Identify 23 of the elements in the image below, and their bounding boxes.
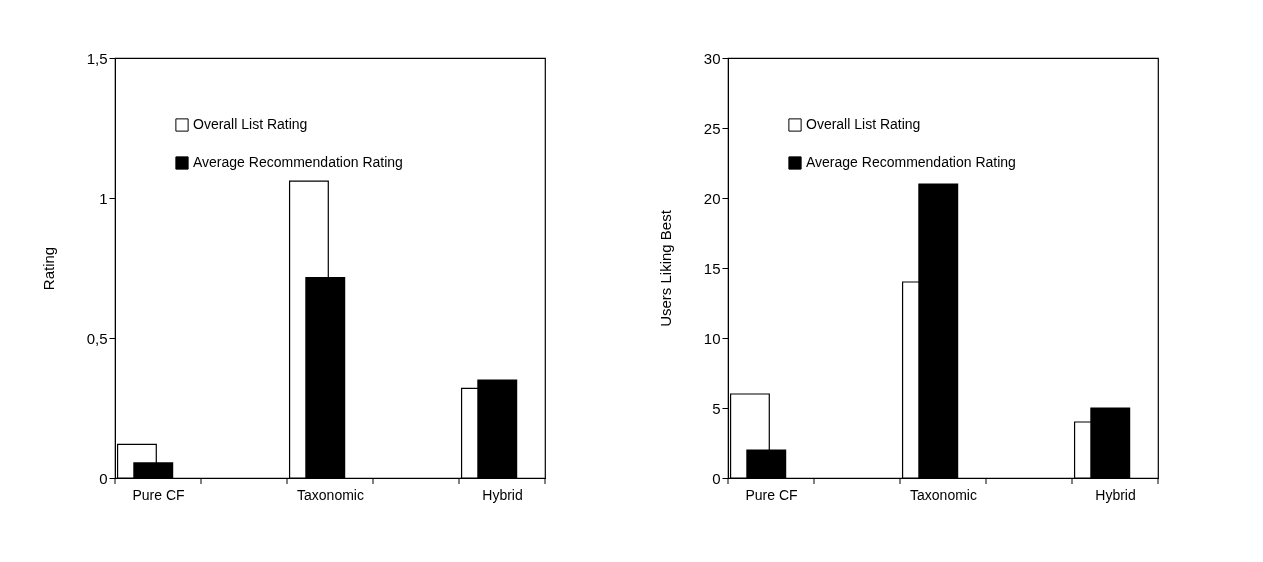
y-tick-label: 30 <box>703 49 721 67</box>
x-tick-label: Hybrid <box>482 486 523 503</box>
y-tick-label: 1 <box>99 189 108 207</box>
legend-label: Overall List Rating <box>806 116 921 132</box>
y-tick-label: 0,5 <box>86 329 108 347</box>
x-tick-label: Taxonomic <box>910 486 977 503</box>
legend-label: Average Recommendation Rating <box>193 154 403 170</box>
x-tick-label: Pure CF <box>745 486 798 503</box>
x-tick-label: Pure CF <box>132 486 185 503</box>
y-tick-label: 0 <box>99 469 108 487</box>
y-tick-label: 0 <box>712 469 721 487</box>
y-tick-label: 10 <box>703 329 721 347</box>
y-tick-label: 25 <box>703 119 721 137</box>
legend-label: Overall List Rating <box>193 116 308 132</box>
y-axis-title: Rating <box>39 246 57 291</box>
y-axis-title: Users Liking Best <box>656 209 674 327</box>
y-tick-label: 20 <box>703 189 721 207</box>
y-tick-label: 15 <box>703 259 721 277</box>
y-tick-label: 5 <box>712 399 721 417</box>
x-tick-label: Hybrid <box>1095 486 1136 503</box>
y-tick-label: 1,5 <box>86 49 108 67</box>
x-tick-label: Taxonomic <box>297 486 364 503</box>
legend-label: Average Recommendation Rating <box>806 154 1016 170</box>
